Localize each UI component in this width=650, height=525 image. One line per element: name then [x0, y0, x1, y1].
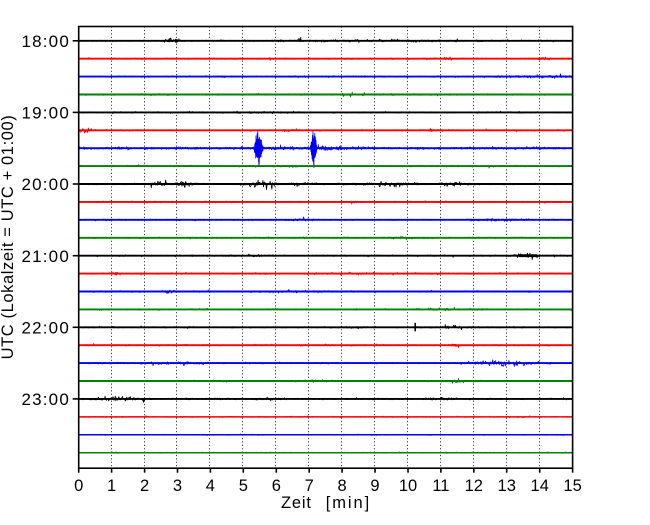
svg-text:UTC (Lokalzeit = UTC + 01:00): UTC (Lokalzeit = UTC + 01:00)	[0, 115, 17, 360]
svg-text:15: 15	[563, 477, 581, 495]
svg-text:8: 8	[338, 477, 347, 495]
svg-text:9: 9	[370, 477, 379, 495]
svg-text:21:00: 21:00	[21, 247, 70, 266]
svg-text:[min]: [min]	[326, 494, 371, 512]
svg-text:5: 5	[239, 477, 248, 495]
svg-text:0: 0	[74, 477, 83, 495]
svg-text:22:00: 22:00	[21, 318, 70, 337]
svg-text:Zeit: Zeit	[281, 494, 312, 512]
svg-text:19:00: 19:00	[21, 104, 70, 123]
svg-text:14: 14	[531, 477, 549, 495]
svg-text:12: 12	[465, 477, 483, 495]
svg-text:1: 1	[107, 477, 116, 495]
svg-text:3: 3	[173, 477, 182, 495]
svg-text:11: 11	[432, 477, 449, 495]
svg-text:2: 2	[140, 477, 149, 495]
svg-text:7: 7	[305, 477, 314, 495]
svg-text:13: 13	[498, 477, 516, 495]
svg-text:23:00: 23:00	[21, 390, 70, 409]
svg-text:10: 10	[399, 477, 417, 495]
svg-text:20:00: 20:00	[21, 175, 70, 194]
svg-text:18:00: 18:00	[21, 32, 70, 51]
svg-text:4: 4	[206, 477, 215, 495]
svg-text:6: 6	[272, 477, 281, 495]
